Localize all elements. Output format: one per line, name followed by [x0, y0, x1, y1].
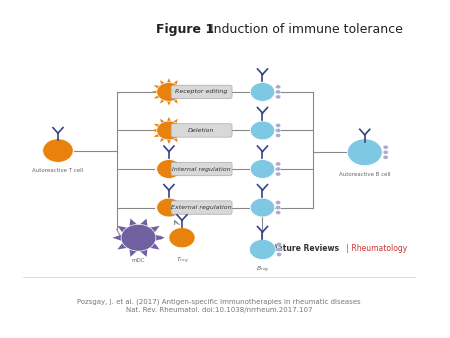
Circle shape [275, 200, 281, 204]
Text: Receptor editing: Receptor editing [176, 89, 228, 94]
Circle shape [157, 198, 181, 217]
Circle shape [250, 121, 274, 140]
Circle shape [275, 90, 281, 94]
FancyBboxPatch shape [171, 201, 232, 214]
Circle shape [250, 198, 274, 217]
Circle shape [249, 239, 275, 260]
Text: External regulation: External regulation [171, 205, 232, 210]
Circle shape [157, 160, 181, 178]
Text: Nature Reviews: Nature Reviews [271, 244, 339, 254]
Text: $B_{reg}$: $B_{reg}$ [256, 265, 269, 275]
Text: Autoreactive B cell: Autoreactive B cell [339, 172, 391, 177]
Circle shape [275, 128, 281, 132]
Circle shape [250, 82, 274, 101]
FancyBboxPatch shape [171, 85, 232, 99]
Text: Induction of immune tolerance: Induction of immune tolerance [206, 23, 403, 36]
Polygon shape [112, 219, 165, 257]
Circle shape [43, 139, 73, 162]
Circle shape [275, 162, 281, 166]
Circle shape [275, 134, 281, 138]
Circle shape [347, 139, 382, 166]
Circle shape [276, 242, 282, 246]
Circle shape [383, 150, 388, 154]
FancyBboxPatch shape [171, 162, 232, 176]
Polygon shape [151, 117, 187, 144]
Text: Figure 1: Figure 1 [156, 23, 214, 36]
Circle shape [275, 172, 281, 176]
Text: Pozsgay, J. et al. (2017) Antigen-specific immunotherapies in rheumatic diseases: Pozsgay, J. et al. (2017) Antigen-specif… [77, 298, 361, 313]
Circle shape [275, 95, 281, 99]
Circle shape [250, 160, 274, 178]
FancyBboxPatch shape [171, 124, 232, 137]
Text: mDC: mDC [132, 258, 145, 263]
Circle shape [157, 121, 181, 140]
Text: Autoreactive T cell: Autoreactive T cell [32, 168, 84, 173]
Circle shape [275, 167, 281, 171]
Circle shape [383, 145, 388, 149]
Circle shape [276, 252, 282, 257]
Circle shape [275, 211, 281, 215]
Circle shape [276, 247, 282, 251]
Text: Internal regulation: Internal regulation [172, 167, 231, 171]
Circle shape [275, 206, 281, 210]
Circle shape [383, 155, 388, 159]
Circle shape [169, 228, 195, 248]
Polygon shape [151, 78, 187, 105]
Text: $T_{reg}$: $T_{reg}$ [176, 256, 189, 266]
Circle shape [121, 224, 156, 251]
Text: Deletion: Deletion [188, 128, 215, 133]
Circle shape [157, 82, 181, 101]
Circle shape [275, 123, 281, 127]
Circle shape [275, 85, 281, 89]
Text: | Rheumatology: | Rheumatology [344, 244, 408, 254]
